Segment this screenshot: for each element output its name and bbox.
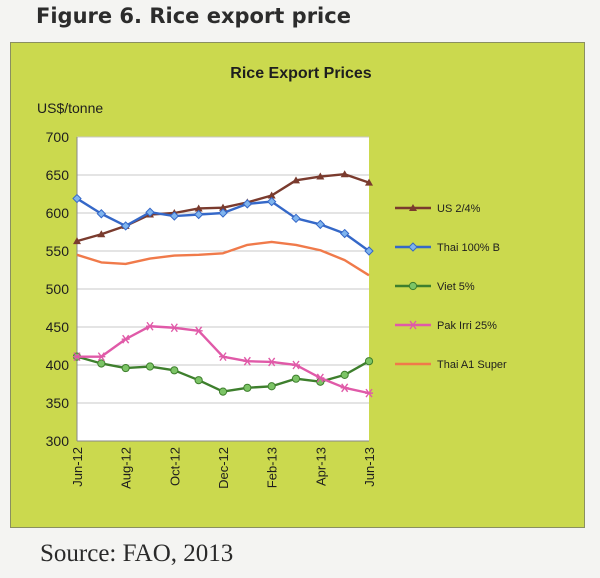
point-us-2-4-Jul-12: [97, 230, 106, 238]
point-us-2-4-Apr-13: [316, 172, 325, 180]
x-tick-Jun-13: Jun-13: [362, 447, 377, 487]
point-viet-5-Sep-12: [145, 362, 155, 371]
point-viet-5-Feb-13: [267, 382, 276, 391]
point-thai-100-b-Oct-12: [169, 211, 180, 221]
point-viet-5-May-13: [340, 370, 349, 379]
x-tick-Jun-12: Jun-12: [70, 447, 85, 487]
y-tick-500: 500: [46, 281, 70, 297]
point-pak-irri-25-Mar-13: [292, 360, 300, 370]
point-pak-irri-25-Dec-12: [219, 352, 227, 362]
x-tick-labels: Jun-12 Aug-12 Oct-12 Dec-12 Feb-13 Apr-13 Jun-…: [70, 447, 377, 489]
y-tick-550: 550: [46, 243, 70, 259]
y-tick-labels: 300 350 400 450 500 550 600 650 700: [46, 129, 70, 449]
y-tick-600: 600: [46, 205, 70, 221]
point-us-2-4-Mar-13: [292, 176, 300, 184]
point-thai-100-b-Mar-13: [291, 213, 301, 224]
point-thai-100-b-May-13: [339, 228, 350, 239]
point-thai-100-b-Apr-13: [315, 219, 326, 230]
x-tick-Dec-12: Dec-12: [216, 447, 231, 489]
point-us-2-4-May-13: [340, 170, 349, 178]
legend-item-us-2-4: US 2/4%: [395, 203, 481, 215]
rice-price-chart: Rice Export Prices US$/tonne 300 350 400 45…: [37, 65, 507, 489]
point-thai-100-b-Nov-12: [193, 209, 204, 220]
legend-marker-us-2-4: [409, 204, 417, 211]
point-us-2-4-Jun-13: [365, 178, 373, 186]
line-thai-a1-super: [76, 240, 370, 277]
point-pak-irri-25-Apr-13: [316, 373, 325, 383]
figure-title: Figure 6. Rice export price: [36, 4, 351, 28]
point-viet-5-Mar-13: [291, 374, 301, 383]
point-thai-100-b-Jul-12: [96, 209, 107, 219]
point-viet-5-Aug-12: [121, 363, 130, 373]
point-thai-100-b-Jun-13: [364, 246, 374, 256]
chart-panel: Rice Export Prices US$/tonne 300 350 400 45…: [10, 42, 585, 528]
point-thai-100-b-Jan-13: [242, 199, 253, 209]
legend: US 2/4% Thai 100% B Viet 5% Pak Irri 25% Tha…: [395, 203, 507, 371]
chart-title: Rice Export Prices: [230, 65, 372, 82]
point-viet-5-Jun-13: [364, 357, 374, 366]
point-pak-irri-25-May-13: [340, 383, 349, 393]
point-pak-irri-25-Nov-12: [194, 326, 203, 336]
x-tick-Oct-12: Oct-12: [167, 447, 182, 486]
y-tick-650: 650: [46, 167, 70, 183]
x-tick-Aug-12: Aug-12: [119, 447, 134, 489]
y-tick-300: 300: [46, 433, 70, 449]
point-pak-irri-25-Oct-12: [170, 323, 179, 333]
series-thai-100-b: [72, 193, 374, 256]
series-lines: [72, 170, 374, 398]
y-axis-label: US$/tonne: [37, 100, 103, 116]
point-pak-irri-25-Jan-13: [243, 356, 252, 366]
legend-marker-thai-100-b: [408, 242, 418, 252]
point-pak-irri-25-Jun-12: [73, 352, 81, 362]
point-thai-100-b-Dec-12: [218, 208, 228, 218]
legend-label-thai-100-b: Thai 100% B: [437, 242, 500, 254]
point-viet-5-Jan-13: [243, 383, 252, 392]
legend-label-pak-irri-25: Pak Irri 25%: [437, 320, 497, 332]
legend-label-thai-a1-super: Thai A1 Super: [437, 359, 507, 371]
point-viet-5-Dec-12: [218, 387, 228, 396]
y-tick-350: 350: [46, 395, 70, 411]
legend-item-thai-100-b: Thai 100% B: [395, 242, 500, 254]
legend-marker-viet-5: [408, 281, 418, 291]
x-tick-Feb-13: Feb-13: [265, 447, 280, 488]
series-viet-5: [72, 352, 374, 396]
point-us-2-4-Dec-12: [219, 203, 227, 211]
legend-label-viet-5: Viet 5%: [437, 281, 475, 293]
point-thai-100-b-Feb-13: [266, 196, 277, 207]
point-pak-irri-25-Jun-13: [365, 388, 373, 398]
legend-item-thai-a1-super: Thai A1 Super: [395, 359, 507, 371]
legend-label-us-2-4: US 2/4%: [437, 203, 481, 215]
legend-item-pak-irri-25: Pak Irri 25%: [395, 320, 497, 332]
legend-item-viet-5: Viet 5%: [395, 281, 475, 293]
point-viet-5-Nov-12: [194, 376, 203, 385]
legend-marker-pak-irri-25: [409, 320, 417, 330]
point-thai-100-b-Jun-12: [72, 193, 82, 204]
y-tick-450: 450: [46, 319, 70, 335]
point-pak-irri-25-Feb-13: [267, 357, 276, 367]
y-tick-700: 700: [46, 129, 70, 145]
source-note: Source: FAO, 2013: [40, 540, 234, 567]
point-viet-5-Jul-12: [97, 359, 106, 368]
x-tick-Apr-13: Apr-13: [313, 447, 328, 486]
point-us-2-4-Nov-12: [194, 204, 203, 212]
point-thai-100-b-Sep-12: [145, 207, 155, 217]
point-viet-5-Oct-12: [170, 366, 179, 375]
point-us-2-4-Jun-12: [73, 237, 81, 245]
point-pak-irri-25-Sep-12: [146, 321, 154, 331]
point-pak-irri-25-Jul-12: [97, 352, 106, 362]
series-pak-irri-25: [73, 321, 373, 398]
series-thai-a1-super: [76, 240, 370, 277]
point-us-2-4-Feb-13: [267, 191, 276, 199]
y-tick-400: 400: [46, 357, 70, 373]
point-thai-100-b-Aug-12: [120, 221, 131, 231]
point-pak-irri-25-Aug-12: [121, 334, 130, 344]
